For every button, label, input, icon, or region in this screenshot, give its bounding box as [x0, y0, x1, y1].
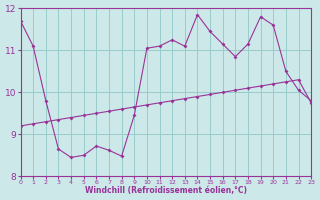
X-axis label: Windchill (Refroidissement éolien,°C): Windchill (Refroidissement éolien,°C) — [85, 186, 247, 195]
